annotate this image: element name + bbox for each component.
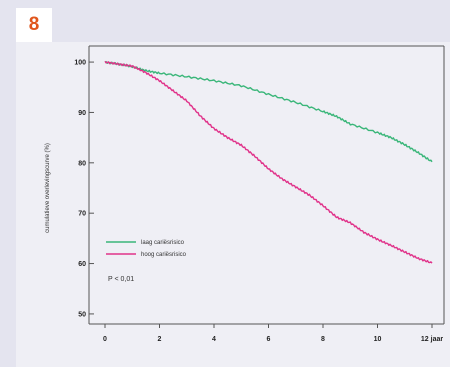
series-lines: [104, 60, 433, 264]
y-tick-label: 50: [78, 311, 86, 318]
legend-label: laag cariësrisico: [141, 240, 185, 246]
y-axis-title: cumulatieve overlevingscurve (%): [45, 143, 51, 233]
y-tick-label: 70: [78, 211, 86, 218]
y-tick-label: 60: [78, 261, 86, 268]
x-tick-label: 0: [103, 336, 107, 343]
series-line-high-risk: [104, 60, 433, 264]
y-tick-label: 80: [78, 160, 86, 167]
x-tick-label: 10: [374, 336, 382, 343]
legend-label: hoog cariësrisico: [141, 252, 187, 258]
legend: laag cariësrisico hoog cariësrisico: [106, 240, 187, 258]
x-tick-label: 12 jaar: [421, 336, 443, 343]
plot-frame: [88, 45, 445, 325]
x-tick-label: 6: [267, 336, 271, 343]
y-tick-label: 90: [78, 110, 86, 117]
figure-number: 8: [28, 14, 40, 35]
x-tick-label: 8: [321, 336, 325, 343]
y-tick-label: 100: [74, 60, 86, 67]
figure-number-badge: 8: [16, 8, 52, 42]
y-axis-ticks: 50 60 70 80 90 100: [74, 60, 94, 318]
x-tick-label: 4: [212, 336, 216, 343]
p-value-annotation: P < 0,01: [108, 276, 134, 283]
chart-panel: cumulatieve overlevingscurve (%) 50 60 70 8…: [16, 42, 450, 367]
x-tick-label: 2: [158, 336, 162, 343]
x-axis-ticks: 0 2 4 6 8 10 12 jaar: [103, 324, 443, 343]
survival-chart: cumulatieve overlevingscurve (%) 5060708…: [45, 45, 445, 343]
series-line-low-risk: [104, 60, 433, 163]
